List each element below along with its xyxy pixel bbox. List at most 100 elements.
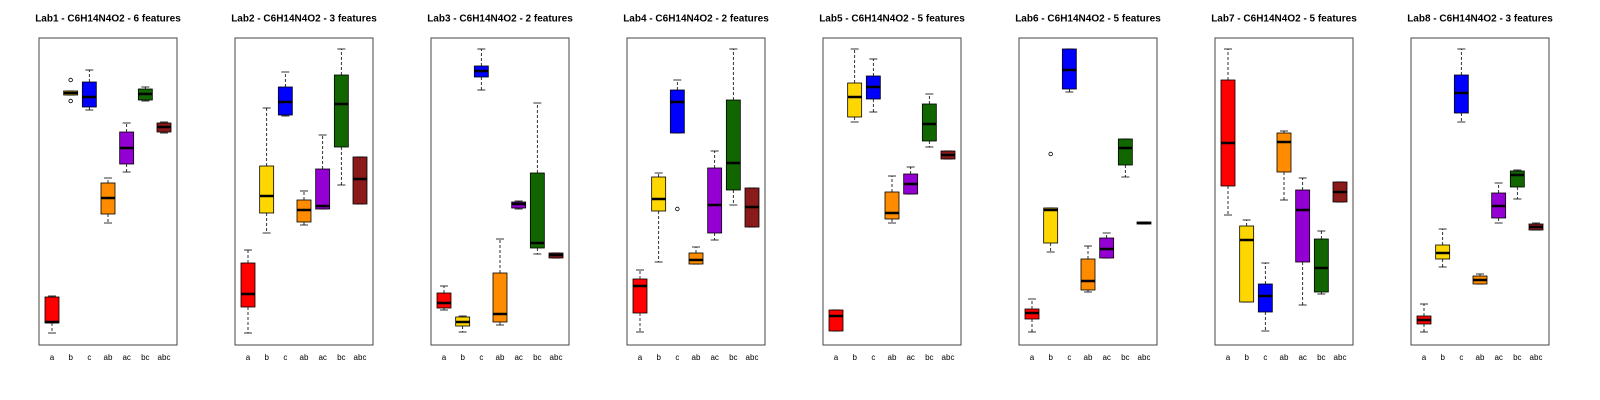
x-tick-label: b xyxy=(1244,353,1249,362)
x-tick-label: ac xyxy=(1102,353,1110,362)
x-tick-label: bc xyxy=(729,353,737,362)
box xyxy=(1257,283,1273,313)
x-tick-label: a xyxy=(834,353,839,362)
box xyxy=(492,272,508,323)
x-tick-label: bc xyxy=(925,353,933,362)
box xyxy=(1239,225,1255,303)
x-tick-label: ab xyxy=(104,353,113,362)
panel-title: Lab3 - C6H14N4O2 - 2 features xyxy=(427,14,573,25)
x-tick-label: abc xyxy=(1334,353,1347,362)
outlier xyxy=(675,206,680,212)
box xyxy=(1043,207,1059,244)
x-tick-label: ac xyxy=(1298,353,1306,362)
plot-frame xyxy=(822,37,962,346)
box xyxy=(651,176,667,212)
outlier xyxy=(1048,151,1053,157)
x-tick-label: ab xyxy=(496,353,505,362)
panel-title: Lab5 - C6H14N4O2 - 5 features xyxy=(819,14,965,25)
plot-frame xyxy=(1410,37,1550,346)
x-tick-label: b xyxy=(460,353,465,362)
box xyxy=(1295,189,1311,263)
x-tick-label: ab xyxy=(692,353,701,362)
x-tick-label: a xyxy=(1030,353,1035,362)
x-tick-label: c xyxy=(675,353,679,362)
box xyxy=(921,103,937,142)
box xyxy=(436,292,452,309)
x-tick-label: ac xyxy=(514,353,522,362)
box xyxy=(669,89,685,134)
plot-frame xyxy=(626,37,766,346)
x-tick-label: b xyxy=(852,353,857,362)
box xyxy=(725,99,741,191)
x-tick-label: a xyxy=(1226,353,1231,362)
box xyxy=(1313,238,1329,293)
x-tick-label: bc xyxy=(1317,353,1325,362)
box xyxy=(1509,170,1525,188)
panel-title: Lab6 - C6H14N4O2 - 5 features xyxy=(1015,14,1161,25)
box xyxy=(707,167,723,234)
box xyxy=(259,165,275,214)
x-tick-label: a xyxy=(638,353,643,362)
x-tick-label: ab xyxy=(300,353,309,362)
panel-title: Lab7 - C6H14N4O2 - 5 features xyxy=(1211,14,1357,25)
x-tick-label: b xyxy=(1048,353,1053,362)
plot-frame xyxy=(234,37,374,346)
x-tick-label: bc xyxy=(141,353,149,362)
box xyxy=(1220,79,1236,187)
box xyxy=(688,252,704,265)
plot-frame xyxy=(38,37,178,346)
plot-frame xyxy=(430,37,570,346)
x-tick-label: c xyxy=(87,353,91,362)
x-tick-label: ab xyxy=(1280,353,1289,362)
box xyxy=(1276,132,1292,173)
x-tick-label: abc xyxy=(550,353,563,362)
outlier xyxy=(68,77,73,83)
x-tick-label: b xyxy=(656,353,661,362)
x-tick-label: c xyxy=(479,353,483,362)
x-tick-label: abc xyxy=(1138,353,1151,362)
x-tick-label: ab xyxy=(1476,353,1485,362)
x-tick-label: bc xyxy=(337,353,345,362)
x-tick-label: abc xyxy=(746,353,759,362)
box xyxy=(240,262,256,308)
x-tick-label: ac xyxy=(122,353,130,362)
box xyxy=(529,172,545,249)
box xyxy=(315,168,331,210)
box xyxy=(884,191,900,220)
x-tick-label: c xyxy=(1067,353,1071,362)
x-tick-label: abc xyxy=(1530,353,1543,362)
box xyxy=(632,278,648,314)
x-tick-label: ac xyxy=(906,353,914,362)
x-tick-label: a xyxy=(50,353,55,362)
panel-title: Lab4 - C6H14N4O2 - 2 features xyxy=(623,14,769,25)
plot-frame xyxy=(1214,37,1354,346)
x-tick-label: c xyxy=(1263,353,1267,362)
panel-title: Lab2 - C6H14N4O2 - 3 features xyxy=(231,14,377,25)
box xyxy=(1080,258,1096,291)
x-tick-label: ab xyxy=(888,353,897,362)
box xyxy=(333,74,349,148)
panel-title: Lab8 - C6H14N4O2 - 3 features xyxy=(1407,14,1553,25)
x-tick-label: bc xyxy=(1513,353,1521,362)
x-tick-label: b xyxy=(68,353,73,362)
x-tick-label: abc xyxy=(354,353,367,362)
x-tick-label: ab xyxy=(1084,353,1093,362)
x-tick-label: ac xyxy=(1494,353,1502,362)
x-tick-label: b xyxy=(1440,353,1445,362)
box xyxy=(44,296,60,324)
x-tick-label: c xyxy=(283,353,287,362)
box xyxy=(1117,138,1133,166)
x-tick-label: a xyxy=(246,353,251,362)
x-tick-label: ac xyxy=(710,353,718,362)
x-tick-label: bc xyxy=(1121,353,1129,362)
x-tick-label: abc xyxy=(158,353,171,362)
x-tick-label: c xyxy=(1459,353,1463,362)
x-tick-label: ac xyxy=(318,353,326,362)
x-tick-label: b xyxy=(264,353,269,362)
box xyxy=(81,81,97,108)
box xyxy=(847,82,863,118)
x-tick-label: a xyxy=(1422,353,1427,362)
box xyxy=(828,309,844,332)
